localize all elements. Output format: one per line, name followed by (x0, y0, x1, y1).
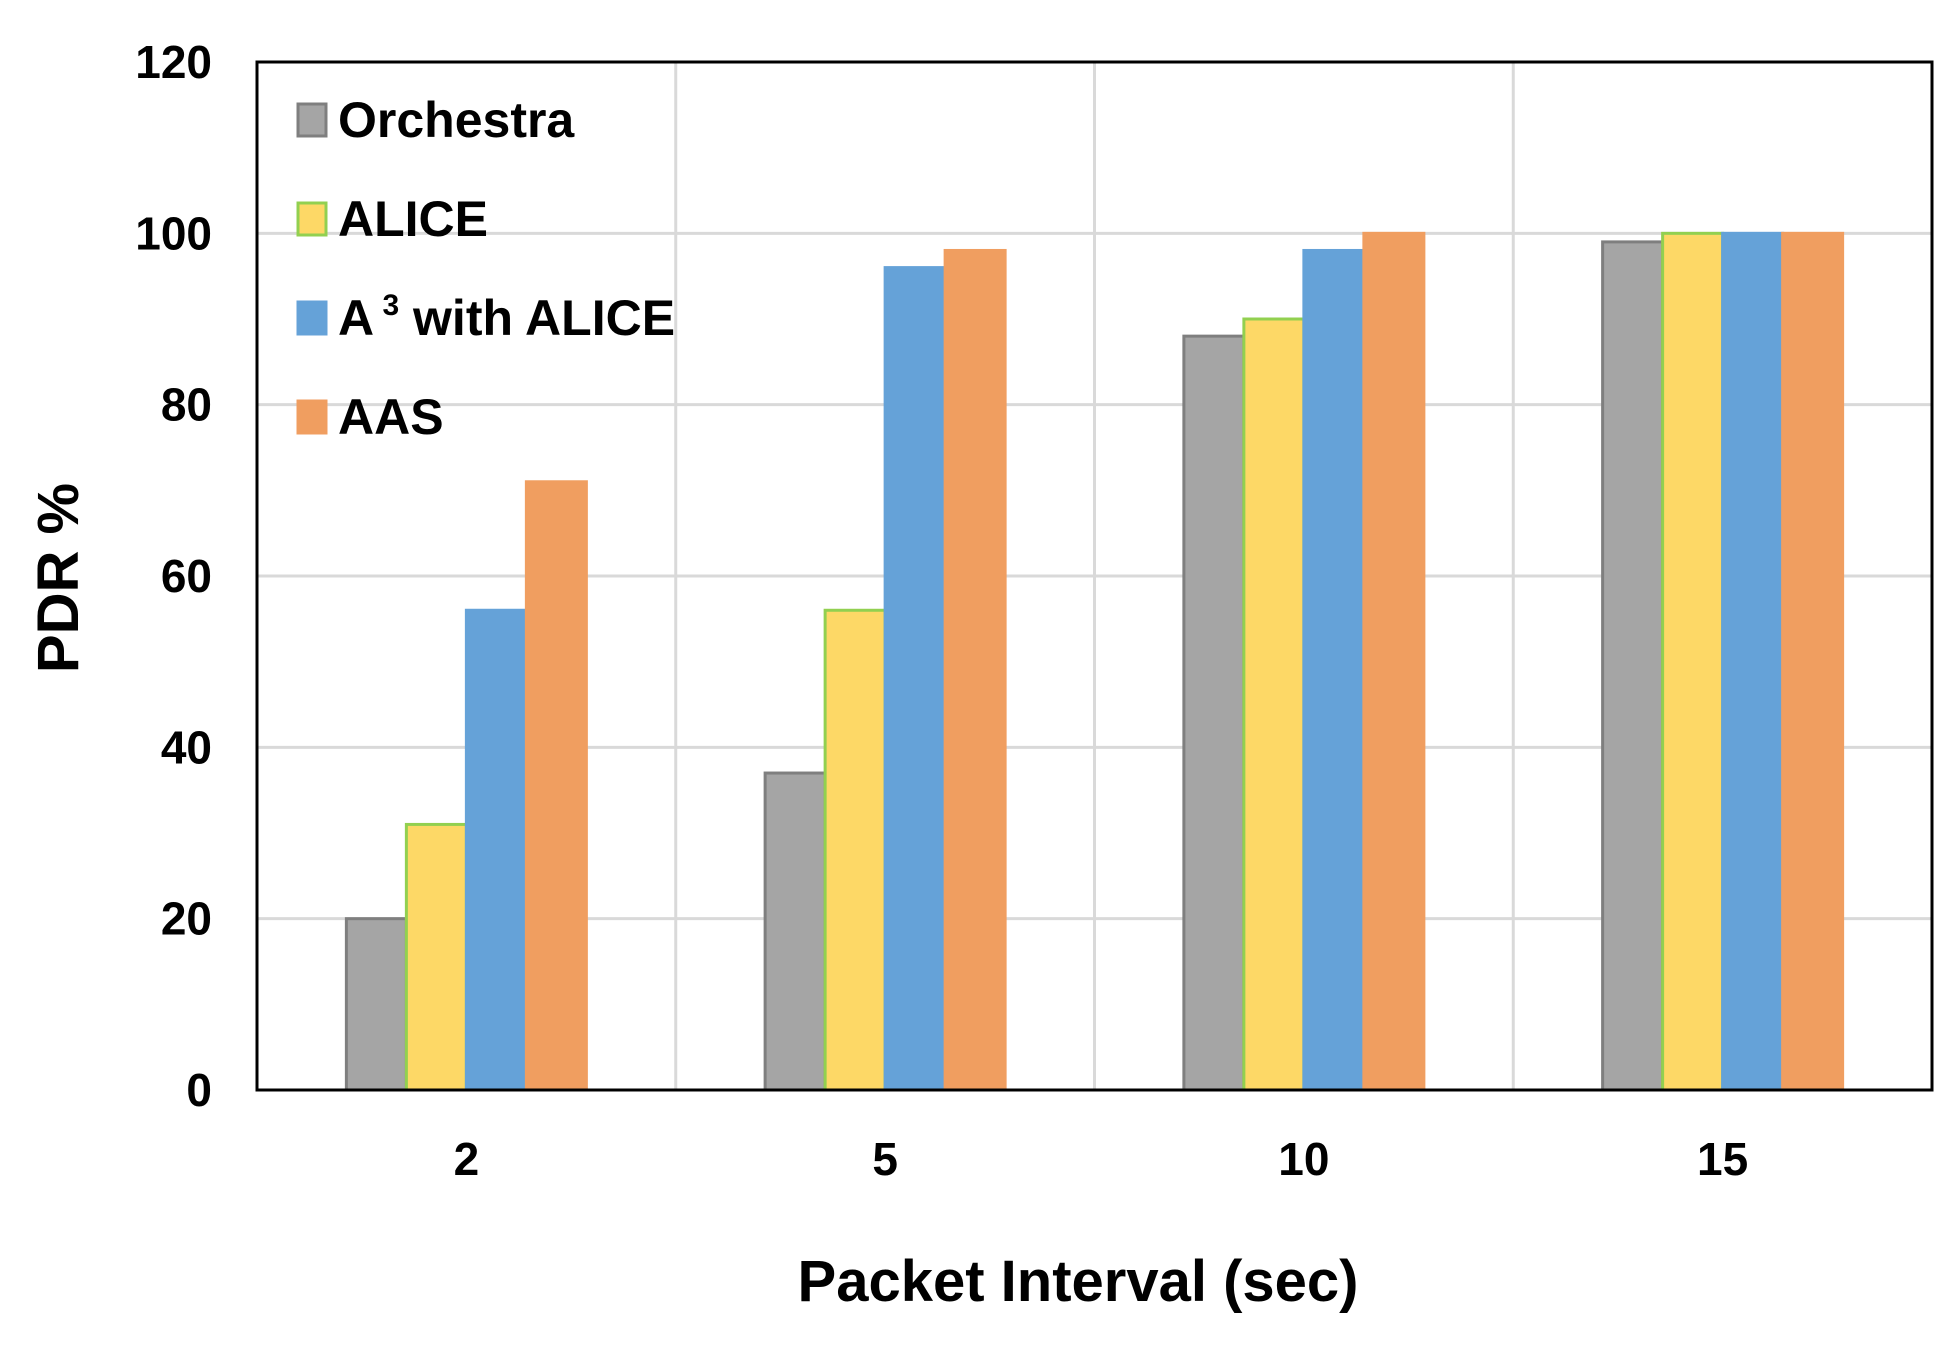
bar-alice-15 (1661, 231, 1725, 1092)
bar-a3-with-alice-5 (883, 266, 947, 1092)
plot-area-frame (255, 60, 1934, 1092)
x-tick-label: 15 (1697, 1133, 1748, 1185)
bar-orchestra-2 (344, 917, 408, 1092)
bar-alice-5 (823, 608, 887, 1092)
y-tick-label: 60 (161, 550, 212, 602)
legend-swatch (296, 201, 328, 237)
x-tick-label: 5 (872, 1133, 898, 1185)
y-tick-label: 40 (161, 721, 212, 773)
legend-label: Orchestra (338, 92, 575, 148)
legend-swatch (296, 300, 328, 336)
bar-aas-15 (1781, 231, 1845, 1092)
y-axis-title: PDR % (26, 483, 91, 673)
bar-orchestra-5 (763, 771, 827, 1092)
bar-aas-2 (524, 480, 588, 1092)
legend-label: AAS (338, 389, 444, 445)
bar-a3-with-alice-15 (1721, 231, 1785, 1092)
x-tick-label: 10 (1278, 1133, 1329, 1185)
bar-alice-10 (1242, 317, 1306, 1092)
bar-aas-5 (943, 248, 1007, 1092)
legend-label: ALICE (338, 191, 488, 247)
legend-label: A 3 with ALICE (338, 289, 675, 346)
legend-swatch (296, 399, 328, 435)
legend-swatch (296, 102, 328, 138)
bars (344, 231, 1845, 1092)
y-tick-label: 20 (161, 893, 212, 945)
y-tick-label: 100 (135, 207, 212, 259)
legend: Orchestra ALICE A 3 with ALICE AAS (296, 92, 675, 445)
y-tick-label: 120 (135, 36, 212, 88)
y-tick-labels: 0 20 40 60 80 100 120 (135, 36, 212, 1116)
bar-aas-10 (1362, 231, 1426, 1092)
bar-a3-with-alice-2 (464, 608, 528, 1092)
bar-a3-with-alice-10 (1302, 248, 1366, 1092)
bar-orchestra-10 (1182, 334, 1246, 1092)
y-tick-label: 80 (161, 379, 212, 431)
x-tick-labels: 2 5 10 15 (454, 1133, 1749, 1185)
bar-orchestra-15 (1601, 240, 1665, 1092)
x-tick-label: 2 (454, 1133, 480, 1185)
x-axis-title: Packet Interval (sec) (798, 1249, 1359, 1314)
bar-alice-2 (404, 822, 468, 1092)
y-tick-label: 0 (186, 1064, 212, 1116)
